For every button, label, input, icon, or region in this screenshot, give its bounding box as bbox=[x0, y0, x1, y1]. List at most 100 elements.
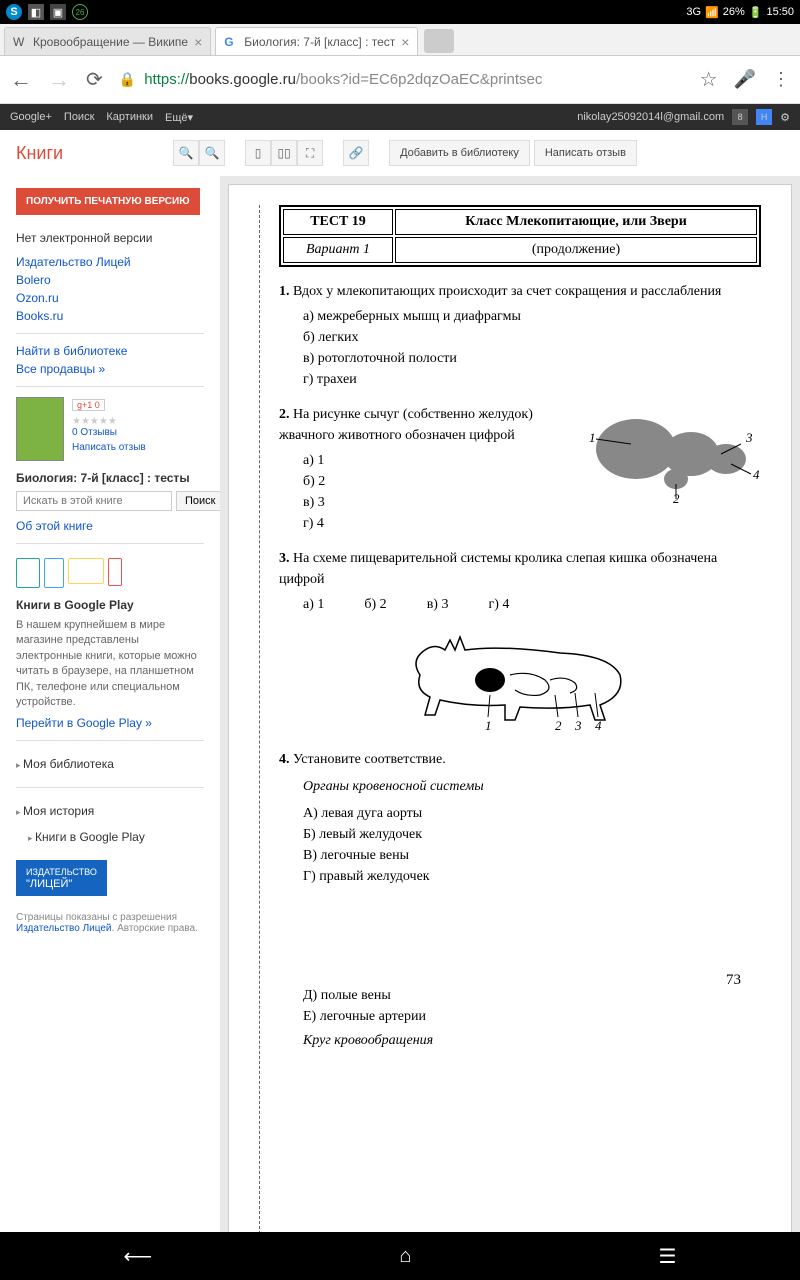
book-title: Биология: 7-й [класс] : тесты bbox=[16, 471, 204, 485]
two-page-button[interactable]: ▯▯ bbox=[271, 140, 297, 166]
signal-icon: 📶 bbox=[705, 6, 719, 19]
google-favicon-icon: G bbox=[224, 35, 238, 49]
home-nav-button[interactable]: ⌂ bbox=[399, 1245, 411, 1268]
devices-illustration bbox=[16, 558, 204, 588]
android-status-bar: S ◧ ▣ 26 3G 📶 26% 🔋 15:50 bbox=[0, 0, 800, 24]
gplus-badge[interactable]: g+1 0 bbox=[72, 399, 105, 411]
browser-tab-strip: W Кровообращение — Википе × G Биология: … bbox=[0, 24, 800, 56]
about-book-link[interactable]: Об этой книге bbox=[16, 519, 204, 533]
question-4-continued: Д) полые вены Е) легочные артерии bbox=[303, 985, 761, 1027]
bolero-link[interactable]: Bolero bbox=[16, 273, 204, 287]
new-tab-button[interactable] bbox=[424, 29, 454, 53]
link-button[interactable]: 🔗 bbox=[343, 140, 369, 166]
battery-icon: 🔋 bbox=[749, 6, 763, 19]
android-nav-bar: ⟵ ⌂ ☰ bbox=[0, 1232, 800, 1280]
play-books-menu[interactable]: Книги в Google Play bbox=[28, 824, 204, 850]
recent-nav-button[interactable]: ☰ bbox=[659, 1244, 677, 1269]
question-3: 3. На схеме пищеварительной системы крол… bbox=[279, 548, 761, 735]
address-bar[interactable]: 🔒 https://books.google.ru/books?id=EC6p2… bbox=[119, 71, 684, 88]
back-button[interactable]: ← bbox=[10, 67, 32, 93]
add-to-library-button[interactable]: Добавить в библиотеку bbox=[389, 140, 530, 166]
ozon-link[interactable]: Ozon.ru bbox=[16, 291, 204, 305]
svg-text:4: 4 bbox=[595, 718, 602, 733]
question-2: 2. На рисунке сычуг (собственно желудок)… bbox=[279, 404, 761, 534]
more-link[interactable]: Ещё▾ bbox=[165, 111, 193, 124]
svg-text:4: 4 bbox=[753, 467, 760, 482]
close-tab-icon[interactable]: × bbox=[401, 34, 409, 50]
publisher-banner[interactable]: ИЗДАТЕЛЬСТВО "ЛИЦЕЙ" bbox=[16, 860, 107, 896]
copyright-text: Страницы показаны с разрешения Издательс… bbox=[16, 912, 204, 934]
goto-play-link[interactable]: Перейти в Google Play » bbox=[16, 716, 204, 730]
get-print-button[interactable]: ПОЛУЧИТЬ ПЕЧАТНУЮ ВЕРСИЮ bbox=[16, 188, 200, 215]
fullscreen-button[interactable]: ⛶ bbox=[297, 140, 323, 166]
q4-subtitle-2: Круг кровообращения bbox=[303, 1033, 761, 1049]
no-ebook-label: Нет электронной версии bbox=[16, 231, 204, 245]
copyright-link[interactable]: Издательство Лицей bbox=[16, 923, 112, 934]
rating-stars: ★★★★★ bbox=[72, 416, 117, 427]
publisher-link[interactable]: Издательство Лицей bbox=[16, 255, 204, 269]
book-search-input[interactable] bbox=[16, 491, 172, 511]
search-link[interactable]: Поиск bbox=[64, 111, 94, 124]
gplus-link[interactable]: Google+ bbox=[10, 111, 52, 124]
images-link[interactable]: Картинки bbox=[106, 111, 153, 124]
continuation-label: (продолжение) bbox=[395, 237, 757, 263]
test-title: Класс Млекопитающие, или Звери bbox=[395, 209, 757, 235]
zoom-in-button[interactable]: 🔍 bbox=[199, 140, 225, 166]
temp-icon: 26 bbox=[72, 4, 88, 20]
tab-wikipedia[interactable]: W Кровообращение — Википе × bbox=[4, 27, 211, 55]
url-text: https://books.google.ru/books?id=EC6p2dq… bbox=[144, 71, 683, 88]
write-review-button[interactable]: Написать отзыв bbox=[534, 140, 637, 166]
svg-text:1: 1 bbox=[485, 718, 492, 733]
app-icon-bag: ▣ bbox=[50, 4, 66, 20]
tab-google-books[interactable]: G Биология: 7-й [класс] : тест × bbox=[215, 27, 418, 55]
battery-label: 26% bbox=[723, 6, 745, 18]
books-logo[interactable]: Книги bbox=[16, 143, 63, 164]
rabbit-diagram: 1 2 3 4 bbox=[380, 625, 660, 735]
page-number: 73 bbox=[726, 972, 741, 989]
question-1: 1. Вдох у млекопитающих происходит за сч… bbox=[279, 281, 761, 390]
book-page-viewport[interactable]: ТЕСТ 19 Класс Млекопитающие, или Звери В… bbox=[220, 176, 800, 1278]
user-email[interactable]: nikolay25092014l@gmail.com bbox=[577, 111, 724, 123]
profile-badge[interactable]: Н bbox=[756, 109, 772, 125]
forward-button[interactable]: → bbox=[48, 67, 70, 93]
svg-text:3: 3 bbox=[745, 430, 753, 445]
book-search-button[interactable]: Поиск bbox=[176, 491, 224, 511]
svg-text:1: 1 bbox=[589, 430, 596, 445]
sidebar: ПОЛУЧИТЬ ПЕЧАТНУЮ ВЕРСИЮ Нет электронной… bbox=[0, 176, 220, 1278]
svg-text:2: 2 bbox=[555, 718, 562, 733]
book-cover-thumbnail[interactable] bbox=[16, 397, 64, 461]
wikipedia-favicon-icon: W bbox=[13, 35, 27, 49]
google-account-bar: Google+ Поиск Картинки Ещё▾ nikolay25092… bbox=[0, 104, 800, 130]
svg-text:2: 2 bbox=[673, 491, 680, 504]
tab-title: Кровообращение — Википе bbox=[33, 35, 188, 49]
browser-toolbar: ← → ⟳ 🔒 https://books.google.ru/books?id… bbox=[0, 56, 800, 104]
close-tab-icon[interactable]: × bbox=[194, 34, 202, 50]
my-library-menu[interactable]: Моя библиотека bbox=[16, 751, 204, 777]
back-nav-button[interactable]: ⟵ bbox=[124, 1244, 153, 1269]
test-number: ТЕСТ 19 bbox=[283, 209, 393, 235]
network-label: 3G bbox=[686, 6, 701, 18]
menu-button[interactable]: ⋮ bbox=[772, 69, 790, 90]
app-icon-square: ◧ bbox=[28, 4, 44, 20]
test-header-table: ТЕСТ 19 Класс Млекопитающие, или Звери В… bbox=[279, 205, 761, 267]
play-title: Книги в Google Play bbox=[16, 598, 204, 612]
play-description: В нашем крупнейшем в мире магазине предс… bbox=[16, 618, 204, 710]
settings-gear-icon[interactable]: ⚙ bbox=[780, 111, 790, 124]
reload-button[interactable]: ⟳ bbox=[86, 67, 103, 92]
books-header: Книги 🔍 🔍 ▯ ▯▯ ⛶ 🔗 Добавить в библиотеку… bbox=[0, 130, 800, 176]
tab-title: Биология: 7-й [класс] : тест bbox=[244, 35, 395, 49]
stomach-diagram: 1 2 3 4 bbox=[581, 404, 761, 504]
clock: 15:50 bbox=[766, 6, 794, 18]
notifications-badge[interactable]: 8 bbox=[732, 109, 748, 125]
mic-button[interactable]: 🎤 bbox=[734, 69, 756, 90]
zoom-out-button[interactable]: 🔍 bbox=[173, 140, 199, 166]
booksru-link[interactable]: Books.ru bbox=[16, 309, 204, 323]
all-sellers-link[interactable]: Все продавцы » bbox=[16, 362, 204, 376]
variant-label: Вариант 1 bbox=[283, 237, 393, 263]
single-page-button[interactable]: ▯ bbox=[245, 140, 271, 166]
lock-icon: 🔒 bbox=[119, 71, 136, 88]
app-icon-s: S bbox=[6, 4, 22, 20]
my-history-menu[interactable]: Моя история bbox=[16, 798, 204, 824]
find-library-link[interactable]: Найти в библиотеке bbox=[16, 344, 204, 358]
bookmark-button[interactable]: ☆ bbox=[700, 67, 718, 92]
